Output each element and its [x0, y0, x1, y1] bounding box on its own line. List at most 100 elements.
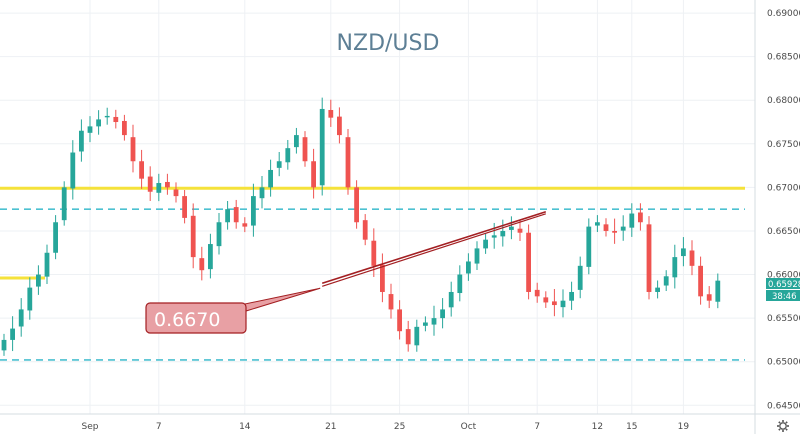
candle-body: [388, 294, 394, 310]
candle-body: [251, 196, 256, 226]
annotation-box[interactable]: 0.6670: [145, 302, 247, 334]
candle-body: [354, 187, 359, 223]
candle-body: [259, 187, 265, 199]
candle-body: [405, 329, 411, 345]
candle-body: [27, 287, 33, 311]
candle-body: [646, 224, 652, 292]
grid: [0, 0, 755, 414]
candle-body: [414, 326, 420, 346]
candle-body: [689, 250, 695, 266]
settings-button[interactable]: [777, 420, 789, 432]
x-tick-label: 7: [534, 422, 540, 432]
candle-body: [440, 309, 445, 319]
candle-body: [182, 196, 187, 218]
x-tick-label: 12: [592, 422, 603, 432]
candle-body: [122, 120, 127, 136]
candle-body: [698, 265, 703, 297]
candle-body: [681, 248, 686, 257]
candle-body: [173, 189, 179, 197]
candle-body: [457, 274, 463, 294]
candle-body: [500, 230, 506, 237]
candle-body: [96, 119, 101, 127]
trendline: [321, 211, 547, 285]
trendline-lower: [322, 213, 546, 287]
candle-body: [534, 289, 540, 297]
candle-body: [655, 287, 660, 292]
annotation-box-bg: [145, 302, 247, 334]
candle-body: [285, 148, 291, 163]
candle-body: [216, 222, 222, 247]
candle-body: [638, 212, 643, 223]
candle-body: [603, 224, 609, 231]
candle-body: [483, 239, 488, 249]
candle-body: [44, 252, 50, 277]
candle-body: [526, 232, 531, 292]
candle-body: [663, 276, 669, 286]
candle-body: [552, 301, 557, 306]
trendline-group[interactable]: [238, 211, 547, 312]
candle-body: [156, 183, 162, 193]
candle-body: [87, 126, 93, 133]
candle-body: [672, 257, 678, 278]
candle-body: [208, 244, 213, 270]
candle-body: [586, 226, 592, 267]
x-tick-label: Sep: [82, 422, 99, 432]
x-tick-label: 21: [325, 422, 336, 432]
candle-body: [474, 248, 480, 264]
candle-body: [362, 220, 368, 240]
candle-body: [448, 291, 454, 308]
gear-icon: [777, 420, 789, 432]
annotation-pointer: [238, 287, 321, 312]
candle-body: [423, 322, 428, 326]
candle-body: [36, 274, 41, 287]
candle-body: [509, 226, 514, 230]
price-tag-bg: [766, 278, 800, 289]
candle-body: [113, 116, 119, 123]
candle-body: [715, 280, 721, 302]
candle-body: [139, 161, 144, 179]
candle-body: [190, 215, 196, 258]
candle-body: [560, 300, 566, 308]
candle-body: [328, 109, 334, 118]
candle-body: [543, 297, 549, 303]
chart-title: NZD/USD: [337, 31, 440, 56]
candle-body: [517, 228, 523, 233]
candle-body: [337, 116, 342, 136]
countdown: 38:46: [772, 292, 797, 302]
candle-body: [276, 161, 282, 168]
x-tick-label: 15: [626, 422, 637, 432]
candle-body: [165, 181, 170, 188]
current-price: 0.65928: [768, 280, 800, 290]
x-tick-label: 19: [678, 422, 690, 432]
candle-body: [380, 264, 385, 292]
candle-body: [61, 187, 67, 221]
candle-body: [577, 265, 583, 290]
candle-body: [53, 222, 58, 253]
candle-body: [18, 309, 24, 327]
candle-body: [311, 161, 316, 188]
candle-body: [268, 169, 273, 188]
candle-body: [70, 152, 76, 189]
candle-body: [569, 291, 574, 301]
candle-body: [491, 235, 497, 238]
countdown-bg: [766, 290, 800, 301]
candle-body: [620, 226, 626, 231]
candle-body: [431, 318, 437, 325]
candle-body: [612, 230, 617, 233]
candle-body: [104, 115, 110, 118]
candle-body: [294, 135, 299, 148]
candle-body: [706, 294, 712, 301]
candle-body: [319, 108, 325, 186]
annotation-label: 0.6670: [154, 309, 220, 331]
